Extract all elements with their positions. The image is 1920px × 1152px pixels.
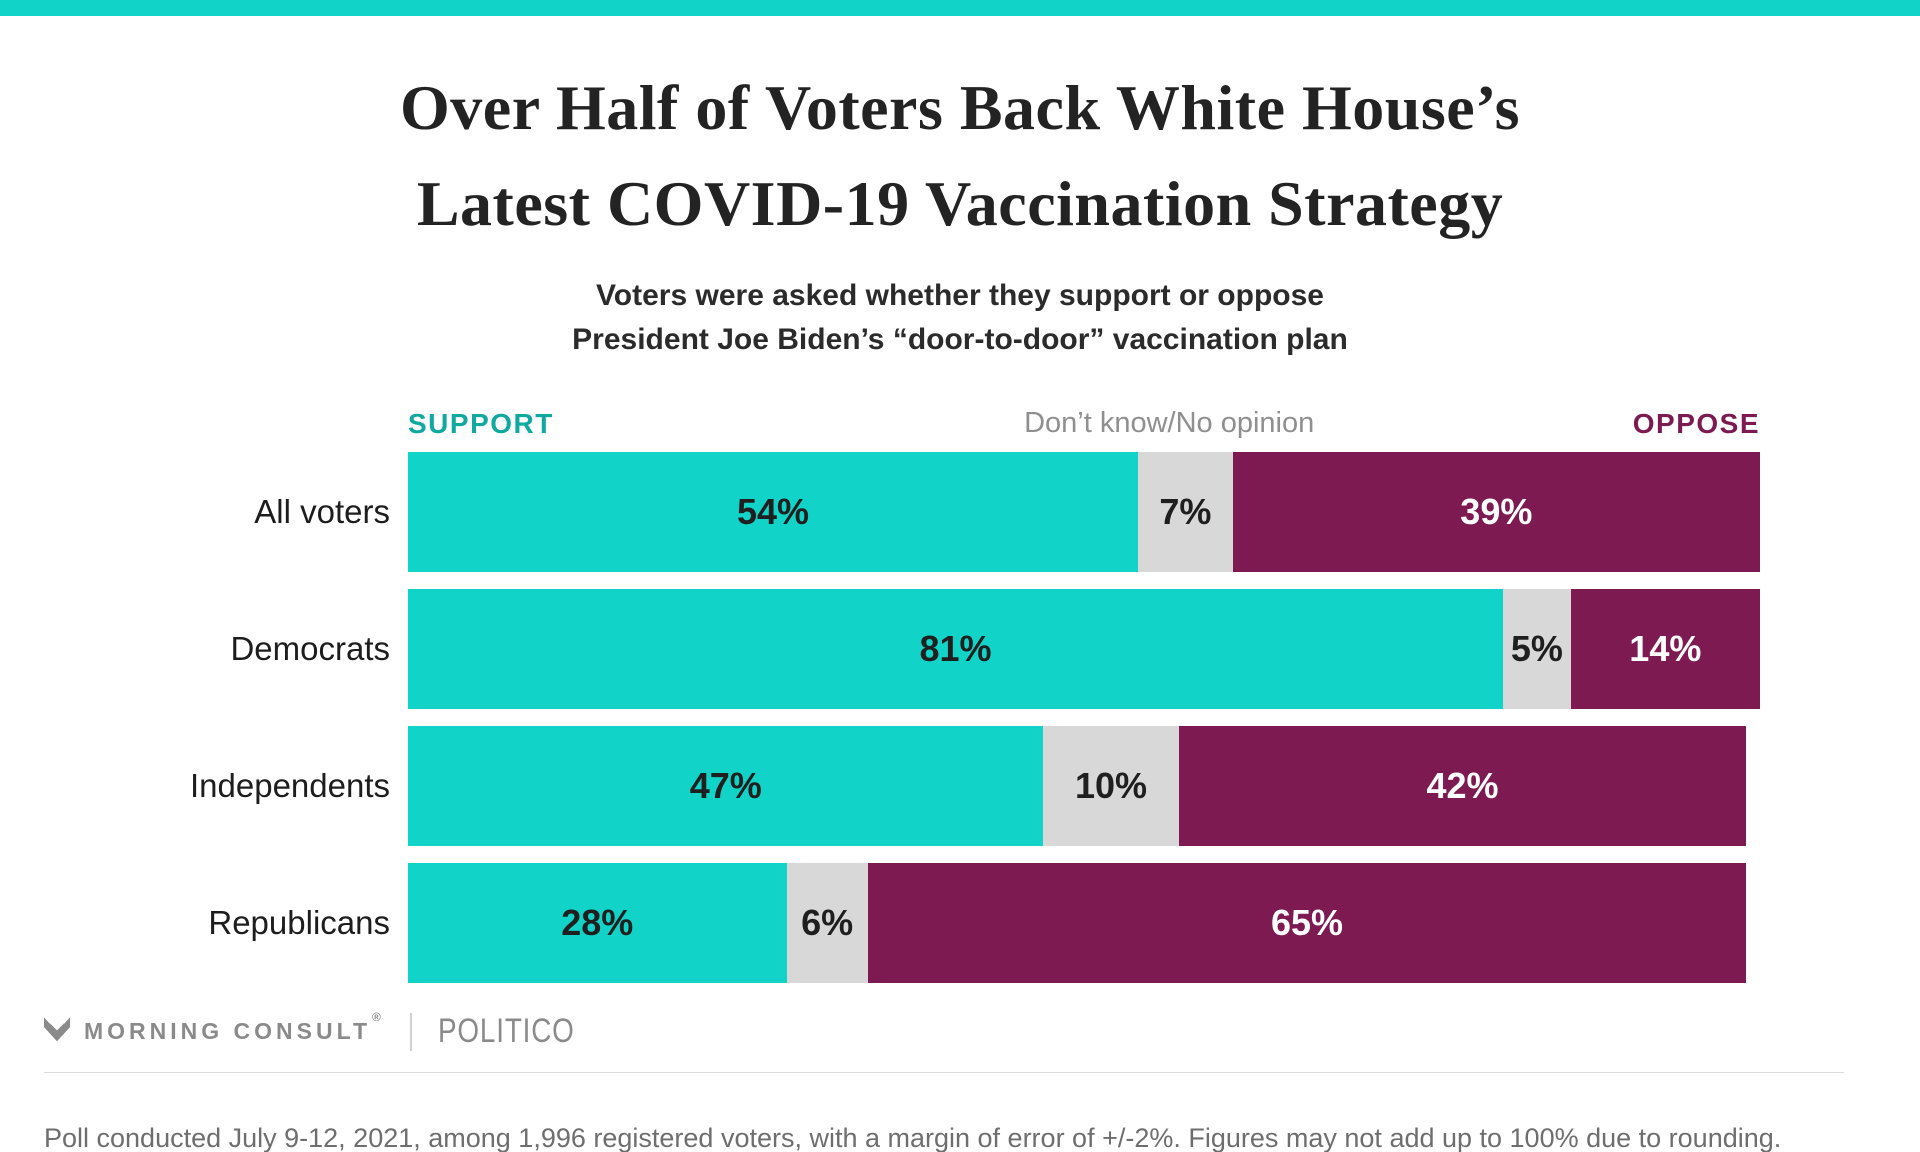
registered-mark: ® — [372, 1010, 385, 1024]
support-segment: 81% — [408, 589, 1504, 710]
support-segment: 47% — [408, 726, 1044, 847]
oppose-segment: 65% — [867, 863, 1747, 984]
neutral-segment: 6% — [786, 863, 868, 984]
brand-row: MORNING CONSULT® POLITICO — [44, 1010, 605, 1051]
legend-oppose-label: OPPOSE — [1632, 408, 1760, 440]
chart-legend: SUPPORT Don’t know/No opinion OPPOSE — [408, 406, 1760, 440]
morning-consult-logo: MORNING CONSULT® — [44, 1010, 384, 1047]
bar-track: 54% 7% 39% — [408, 452, 1760, 573]
segment-value: 10% — [1075, 765, 1148, 807]
segment-value: 42% — [1426, 765, 1499, 807]
top-accent-bar — [0, 0, 1920, 16]
neutral-segment: 10% — [1043, 726, 1179, 847]
support-segment: 28% — [408, 863, 787, 984]
segment-value: 81% — [919, 628, 992, 670]
oppose-segment: 39% — [1232, 452, 1760, 573]
neutral-segment: 7% — [1138, 452, 1233, 573]
page-subtitle-line1: Voters were asked whether they support o… — [596, 279, 1324, 312]
segment-value: 5% — [1510, 628, 1563, 670]
stacked-bar-chart: All voters 54% 7% 39% Democrats 81% 5% 14% Indep… — [0, 452, 1760, 984]
support-segment: 54% — [408, 452, 1139, 573]
segment-value: 6% — [801, 902, 854, 944]
oppose-segment: 14% — [1570, 589, 1760, 710]
morning-consult-wordmark: MORNING CONSULT® — [84, 1010, 384, 1045]
footer-divider-line — [44, 1072, 1844, 1073]
page-subtitle-line2: President Joe Biden’s “door-to-door” vac… — [572, 323, 1348, 357]
segment-value: 65% — [1271, 902, 1344, 944]
segment-value: 47% — [689, 765, 762, 807]
segment-value: 28% — [561, 902, 634, 944]
category-label: Democrats — [230, 630, 390, 668]
segment-value: 54% — [737, 491, 810, 533]
page-title-line1: Over Half of Voters Back White House’s — [400, 72, 1520, 143]
bar-track: 28% 6% 65% — [408, 863, 1760, 984]
chart-row: Republicans 28% 6% 65% — [0, 863, 1760, 984]
brand-divider — [409, 1012, 412, 1051]
morning-consult-text: MORNING CONSULT — [84, 1018, 372, 1044]
legend-support-label: SUPPORT — [408, 408, 554, 440]
methodology-note: Poll conducted July 9-12, 2021, among 1,… — [44, 1123, 1782, 1152]
morning-consult-m-icon — [44, 1016, 70, 1041]
page-title: Over Half of Voters Back White House’s L… — [0, 60, 1920, 252]
chart-row: All voters 54% 7% 39% — [0, 452, 1760, 573]
oppose-segment: 42% — [1178, 726, 1747, 847]
segment-value: 14% — [1629, 628, 1702, 670]
segment-value: 39% — [1460, 491, 1533, 533]
page-title-line2: Latest COVID-19 Vaccination Strategy — [416, 168, 1504, 239]
chart-row: Independents 47% 10% 42% — [0, 726, 1760, 847]
chart-row: Democrats 81% 5% 14% — [0, 589, 1760, 710]
legend-neutral-label: Don’t know/No opinion — [1024, 407, 1315, 440]
category-label: Republicans — [208, 904, 390, 942]
page-subtitle: Voters were asked whether they support o… — [0, 274, 1920, 362]
politico-wordmark: POLITICO — [437, 1012, 575, 1050]
category-label: Independents — [189, 767, 390, 805]
bar-track: 81% 5% 14% — [408, 589, 1760, 710]
category-label: All voters — [254, 493, 390, 531]
segment-value: 7% — [1159, 491, 1212, 533]
bar-track: 47% 10% 42% — [408, 726, 1760, 847]
neutral-segment: 5% — [1503, 589, 1571, 710]
